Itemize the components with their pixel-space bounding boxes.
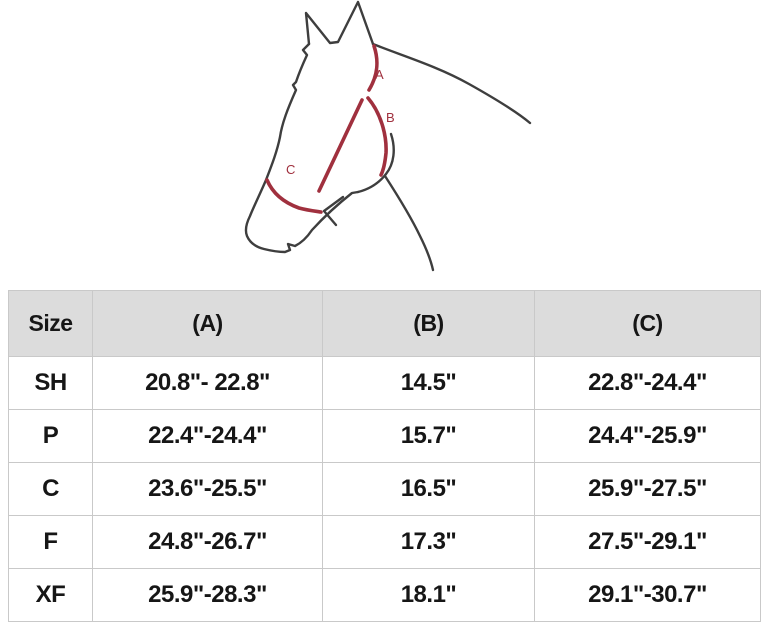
measurement-a-cell: 22.4"-24.4" [92, 409, 323, 463]
size-cell: C [8, 462, 93, 516]
measurement-b-cell: 16.5" [322, 462, 535, 516]
measurement-c-cell: 29.1"-30.7" [534, 568, 761, 622]
noseband-strap-c [265, 178, 323, 214]
size-cell: F [8, 515, 93, 569]
label-a: A [375, 67, 384, 82]
measurement-a-cell: 23.6"-25.5" [92, 462, 323, 516]
size-table: Size (A) (B) (C) SH 20.8"- 22.8" 14.5" 2… [8, 290, 761, 622]
horse-head-diagram: A B C [244, 0, 532, 272]
neck-front-line [383, 174, 435, 272]
size-cell: SH [8, 356, 93, 410]
size-cell: XF [8, 568, 93, 622]
measurement-a-cell: 20.8"- 22.8" [92, 356, 323, 410]
measurement-b-cell: 14.5" [322, 356, 535, 410]
horse-outline [244, 0, 532, 272]
throatlatch-strap-b [366, 96, 388, 177]
measurement-a-cell: 25.9"-28.3" [92, 568, 323, 622]
table-row-f: F 24.8"-26.7" 17.3" 27.5"-29.1" [8, 515, 761, 569]
measurement-b-cell: 15.7" [322, 409, 535, 463]
col-header-size: Size [8, 290, 93, 357]
label-b: B [386, 110, 395, 125]
cheek-strap [317, 98, 364, 193]
table-row-p: P 22.4"-24.4" 15.7" 24.4"-25.9" [8, 409, 761, 463]
cheek-outline [356, 132, 395, 194]
table-header-row: Size (A) (B) (C) [8, 290, 761, 357]
measurement-c-cell: 22.8"-24.4" [534, 356, 761, 410]
measurement-a-cell: 24.8"-26.7" [92, 515, 323, 569]
face-muzzle-outline [244, 42, 360, 254]
table-row-sh: SH 20.8"- 22.8" 14.5" 22.8"-24.4" [8, 356, 761, 410]
size-cell: P [8, 409, 93, 463]
ears-outline [304, 0, 375, 46]
table-row-c: C 23.6"-25.5" 16.5" 25.9"-27.5" [8, 462, 761, 516]
table-row-xf: XF 25.9"-28.3" 18.1" 29.1"-30.7" [8, 568, 761, 622]
col-header-b: (B) [322, 290, 535, 357]
label-c: C [286, 162, 295, 177]
col-header-a: (A) [92, 290, 323, 357]
measurement-c-cell: 24.4"-25.9" [534, 409, 761, 463]
neck-top-line [371, 42, 532, 125]
measurement-c-cell: 25.9"-27.5" [534, 462, 761, 516]
col-header-c: (C) [534, 290, 761, 357]
measurement-b-cell: 17.3" [322, 515, 535, 569]
crownpiece-strap-a [367, 44, 379, 92]
measurement-c-cell: 27.5"-29.1" [534, 515, 761, 569]
mouth-line [322, 195, 345, 227]
halter-straps [265, 44, 388, 214]
halter-labels: A B C [286, 67, 395, 177]
measurement-b-cell: 18.1" [322, 568, 535, 622]
